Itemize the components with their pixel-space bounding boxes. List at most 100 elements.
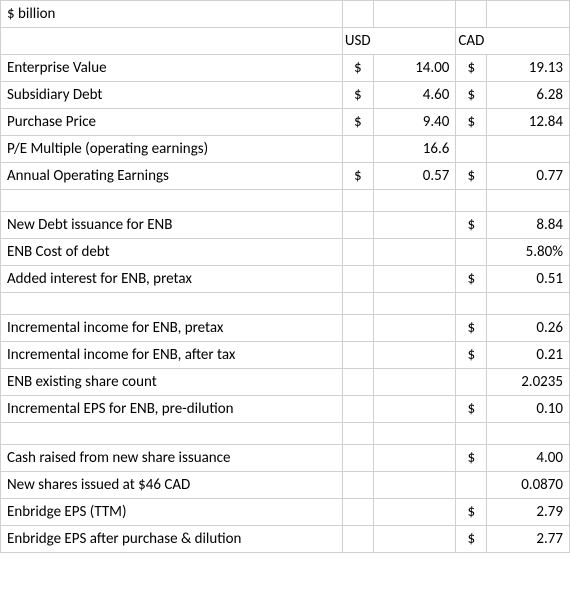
currency-symbol — [456, 472, 487, 499]
row-label: Enbridge EPS after purchase & dilution — [1, 526, 343, 553]
empty-cell — [456, 1, 487, 28]
currency-symbol — [342, 266, 373, 293]
currency-symbol — [342, 445, 373, 472]
cad-value: 4.00 — [487, 445, 570, 472]
usd-value — [373, 190, 456, 212]
usd-value — [373, 239, 456, 266]
cad-value: 0.26 — [487, 315, 570, 342]
usd-value — [373, 293, 456, 315]
usd-value — [373, 212, 456, 239]
currency-symbol: $ — [456, 526, 487, 553]
currency-symbol: $ — [456, 55, 487, 82]
row-label — [1, 293, 343, 315]
table-title: $ billion — [1, 1, 343, 28]
cad-value: 2.77 — [487, 526, 570, 553]
currency-symbol — [342, 472, 373, 499]
currency-symbol — [456, 423, 487, 445]
row-label: Subsidiary Debt — [1, 82, 343, 109]
currency-symbol — [342, 342, 373, 369]
row-label: Cash raised from new share issuance — [1, 445, 343, 472]
currency-symbol — [342, 136, 373, 163]
cad-value: 2.0235 — [487, 369, 570, 396]
cad-value: 0.51 — [487, 266, 570, 293]
col-header-cad: CAD — [456, 28, 570, 55]
cad-value — [487, 293, 570, 315]
row-label: New shares issued at $46 CAD — [1, 472, 343, 499]
currency-symbol: $ — [342, 163, 373, 190]
currency-symbol — [342, 239, 373, 266]
currency-symbol — [342, 526, 373, 553]
empty-cell — [342, 1, 373, 28]
currency-symbol: $ — [456, 82, 487, 109]
currency-symbol — [456, 293, 487, 315]
table-row: Enterprise Value$14.00$19.13 — [1, 55, 570, 82]
currency-symbol — [342, 212, 373, 239]
empty-cell — [487, 1, 570, 28]
table-row: New shares issued at $46 CAD0.0870 — [1, 472, 570, 499]
table-row: Enbridge EPS after purchase & dilution $2… — [1, 526, 570, 553]
currency-symbol: $ — [456, 396, 487, 423]
row-label: ENB existing share count — [1, 369, 343, 396]
currency-symbol — [342, 423, 373, 445]
currency-symbol: $ — [456, 266, 487, 293]
row-label: Purchase Price — [1, 109, 343, 136]
usd-value — [373, 315, 456, 342]
currency-symbol — [456, 369, 487, 396]
usd-value: 9.40 — [373, 109, 456, 136]
cad-value — [487, 190, 570, 212]
financial-table: $ billion USD CAD Enterprise Value$14.00… — [0, 0, 570, 553]
cad-value: 19.13 — [487, 55, 570, 82]
table-row: Incremental income for ENB, pretax$0.26 — [1, 315, 570, 342]
usd-value — [373, 423, 456, 445]
currency-symbol: $ — [456, 315, 487, 342]
currency-symbol — [456, 136, 487, 163]
table-row — [1, 423, 570, 445]
table-row — [1, 293, 570, 315]
cad-value: 12.84 — [487, 109, 570, 136]
usd-value: 14.00 — [373, 55, 456, 82]
row-label: Added interest for ENB, pretax — [1, 266, 343, 293]
usd-value — [373, 396, 456, 423]
currency-symbol: $ — [456, 163, 487, 190]
currency-symbol — [456, 190, 487, 212]
table-row: New Debt issuance for ENB $8.84 — [1, 212, 570, 239]
row-label: ENB Cost of debt — [1, 239, 343, 266]
row-label: Enterprise Value — [1, 55, 343, 82]
usd-value — [373, 266, 456, 293]
table-row: Enbridge EPS (TTM) $2.79 — [1, 499, 570, 526]
currency-symbol — [342, 293, 373, 315]
cad-value: 2.79 — [487, 499, 570, 526]
usd-value: 16.6 — [373, 136, 456, 163]
row-label: Enbridge EPS (TTM) — [1, 499, 343, 526]
row-label: Incremental EPS for ENB, pre-dilution — [1, 396, 343, 423]
title-row: $ billion — [1, 1, 570, 28]
usd-value — [373, 369, 456, 396]
table-row: Added interest for ENB, pretax $0.51 — [1, 266, 570, 293]
currency-symbol — [342, 315, 373, 342]
row-label: New Debt issuance for ENB — [1, 212, 343, 239]
currency-symbol: $ — [456, 499, 487, 526]
currency-symbol: $ — [342, 82, 373, 109]
cad-value — [487, 423, 570, 445]
usd-value — [373, 499, 456, 526]
table-row: Subsidiary Debt$4.60$6.28 — [1, 82, 570, 109]
currency-symbol: $ — [456, 212, 487, 239]
currency-symbol — [342, 499, 373, 526]
cad-value: 0.21 — [487, 342, 570, 369]
usd-value — [373, 526, 456, 553]
table-row: Annual Operating Earnings$0.57$0.77 — [1, 163, 570, 190]
row-label — [1, 190, 343, 212]
empty-cell — [1, 28, 343, 55]
cad-value: 6.28 — [487, 82, 570, 109]
currency-symbol — [342, 369, 373, 396]
row-label — [1, 423, 343, 445]
cad-value: 0.10 — [487, 396, 570, 423]
cad-value: 8.84 — [487, 212, 570, 239]
currency-symbol: $ — [456, 109, 487, 136]
row-label: Incremental income for ENB, after tax — [1, 342, 343, 369]
table-row: Incremental income for ENB, after tax$0.… — [1, 342, 570, 369]
table-row: P/E Multiple (operating earnings)16.6 — [1, 136, 570, 163]
table-row: ENB existing share count 2.0235 — [1, 369, 570, 396]
currency-symbol: $ — [342, 109, 373, 136]
usd-value: 4.60 — [373, 82, 456, 109]
